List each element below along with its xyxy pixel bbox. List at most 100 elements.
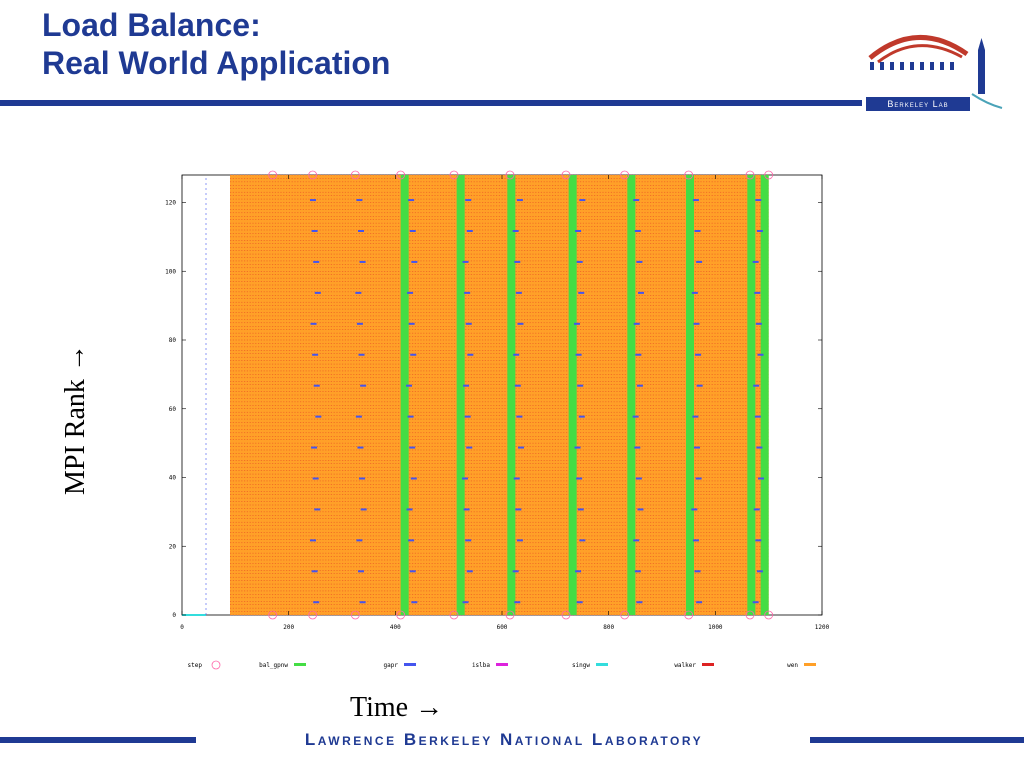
series-step-point [449,610,459,620]
series-gapr-mark [315,415,322,418]
series-gapr-mark [516,539,523,542]
legend-label-islba: islba [472,662,490,669]
series-gapr-mark [411,260,418,263]
series-gapr-mark [408,322,415,325]
series-gapr-mark [356,539,363,542]
series-gapr-mark [358,353,365,356]
series-gapr-mark [754,415,761,418]
series-gapr-mark [691,291,698,294]
series-step-point-top [745,170,755,180]
series-gapr-mark [359,477,366,480]
series-gapr-mark [753,508,760,511]
series-gapr-mark [757,353,764,356]
series-gapr-mark [355,291,362,294]
series-step-point [764,610,774,620]
x-tick-label: 0 [180,624,184,631]
series-gapr-mark [692,415,699,418]
series-bal-gpnw-band-1 [456,175,465,615]
series-gapr-mark [464,415,471,418]
x-tick-label: 1000 [708,624,723,631]
series-step-point-top [396,170,406,180]
series-gapr-mark [411,601,418,604]
series-gapr-mark [462,601,469,604]
series-gapr-mark [517,322,524,325]
y-tick-label: 80 [169,337,177,344]
series-gapr-mark [314,291,321,294]
y-tick-label: 20 [169,543,177,550]
y-tick-label: 100 [165,268,176,275]
series-gapr-mark [311,446,318,449]
trace-chart: 0 200 400 600 800 1000 1200 0 20 40 60 80 100 120 step… [165,170,830,670]
series-gapr-mark [694,230,701,232]
series-gapr-mark [578,415,585,418]
series-gapr-mark [359,260,366,263]
series-gapr-mark [463,384,470,387]
series-gapr-mark [406,384,412,387]
series-step-point-top [620,170,630,180]
title-line-1: Load Balance: [42,7,261,43]
legend-swatch-gapr [404,663,416,666]
series-gapr-mark [466,230,473,232]
series-gapr-mark [408,199,415,202]
series-gapr-mark [696,260,703,263]
series-gapr-mark [516,199,523,202]
series-gapr-mark [407,291,414,294]
slide-title: Load Balance: Real World Application [42,6,390,82]
series-step-point-top [449,170,459,180]
series-gapr-mark [410,353,417,356]
series-gapr-mark [409,230,416,232]
series-gapr-mark [465,539,472,542]
series-gapr-mark [696,601,703,604]
bottom-rule-left [0,737,196,743]
legend-swatch-islba [496,663,508,666]
series-gapr-mark [634,446,641,449]
series-gapr-mark [513,353,520,356]
series-gapr-mark [696,384,703,387]
series-gapr-mark [465,199,472,202]
series-gapr-mark [693,322,700,325]
x-tick-label: 400 [390,624,401,631]
series-bal-gpnw-band-7 [760,175,769,615]
series-step-point-top [764,170,774,180]
series-gapr-mark [633,322,640,325]
series-gapr-mark [356,199,363,202]
series-gapr-mark [360,508,367,511]
series-gapr-mark [515,291,522,294]
series-gapr-mark [578,291,585,294]
series-gapr-mark [408,539,415,542]
series-gapr-mark [358,230,364,232]
series-gapr-mark [636,601,643,604]
series-gapr-mark [312,353,319,356]
legend-swatch-wen [804,663,816,666]
series-gapr-mark [577,384,584,387]
series-step-point-top [308,170,318,180]
series-gapr-mark [465,322,472,325]
series-gapr-mark [755,539,762,542]
legend-label-bal-gpnw: bal_gpnw [259,662,288,669]
series-gapr-mark [695,353,702,356]
series-gapr-mark [357,446,364,449]
series-gapr-mark [691,508,698,511]
legend-label-walker: walker [674,662,696,669]
series-gapr-mark [694,446,700,449]
series-gapr-mark [752,601,759,604]
series-gapr-mark [576,477,583,480]
series-gapr-mark [514,384,521,387]
legend-swatch-bal-gpnw [294,663,306,666]
legend-swatch-walker [702,663,714,666]
series-gapr-mark [512,230,519,232]
series-step-point [268,610,278,620]
series-gapr-mark [462,260,469,263]
x-tick-label: 200 [283,624,294,631]
y-tick-label: 40 [169,475,177,482]
y-tick-label: 60 [169,406,177,413]
series-gapr-mark [406,508,413,511]
series-gapr-mark [638,291,644,294]
series-gapr-mark [636,384,643,387]
series-gapr-mark [692,199,699,202]
series-gapr-mark [575,353,582,356]
y-axis-label: MPI Rank → [60,344,91,495]
series-gapr-mark [467,353,474,356]
series-gapr-mark [360,384,367,387]
series-gapr-mark [356,322,363,325]
